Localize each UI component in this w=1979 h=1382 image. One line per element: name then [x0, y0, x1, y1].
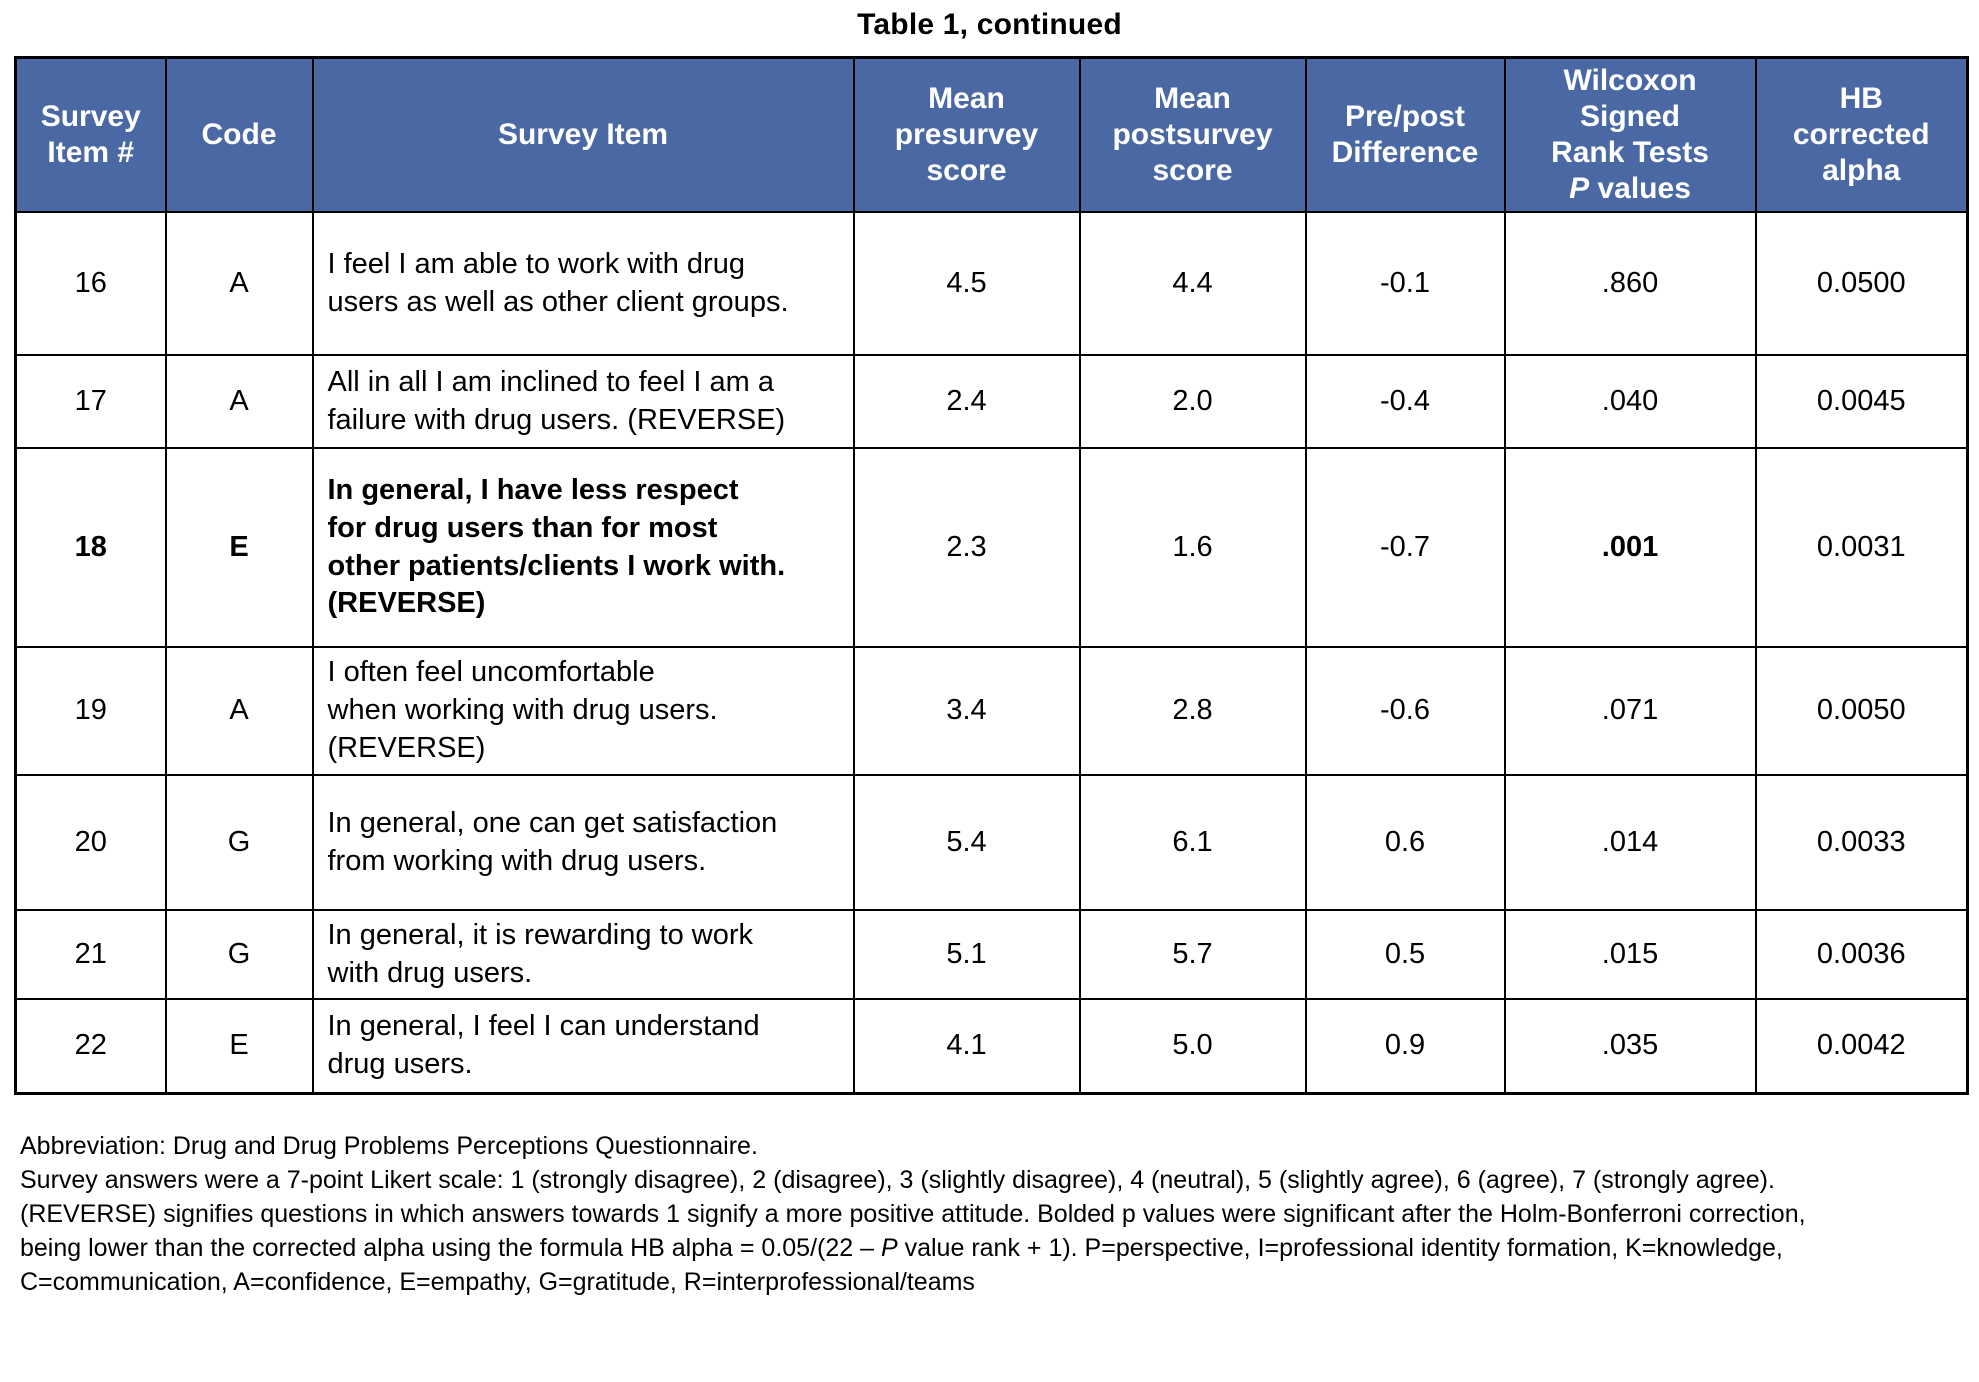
footnotes: Abbreviation: Drug and Drug Problems Per… — [20, 1129, 1979, 1299]
cell-pre-score: 2.3 — [852, 447, 1081, 648]
table-row: 18 E In general, I have less respect for d… — [14, 447, 1969, 648]
table-row: 17 A All in all I am inclined to feel I am… — [14, 354, 1969, 449]
cell-p-value: .014 — [1503, 774, 1757, 911]
text-segment: Abbreviation: Drug and Drug Problems Per… — [20, 1131, 758, 1160]
cell-hb-alpha: 0.0500 — [1754, 211, 1969, 356]
table-header-row: Survey Item # Code Survey Item Mean pres… — [14, 56, 1969, 213]
header-code: Code — [164, 56, 314, 213]
cell-p-value: .015 — [1503, 908, 1757, 1001]
cell-item-number: 19 — [14, 646, 167, 776]
text-segment: Survey Item # — [40, 100, 141, 169]
page-title: Table 1, continued — [857, 8, 1122, 41]
text-segment: P — [1569, 172, 1590, 205]
text-segment: Code — [201, 118, 277, 151]
cell-hb-alpha: 0.0042 — [1754, 998, 1969, 1095]
cell-hb-alpha: 0.0050 — [1754, 646, 1969, 776]
cell-p-value: .040 — [1503, 354, 1757, 449]
cell-difference: 0.9 — [1304, 998, 1506, 1095]
cell-item-number: 20 — [14, 774, 167, 911]
cell-difference: -0.1 — [1304, 211, 1506, 356]
cell-item-number: 18 — [14, 447, 167, 648]
cell-survey-item: All in all I am inclined to feel I am a … — [311, 354, 855, 449]
cell-hb-alpha: 0.0033 — [1754, 774, 1969, 911]
footnote-line: C=communication, A=confidence, E=empathy… — [20, 1265, 1979, 1299]
survey-results-table: Survey Item # Code Survey Item Mean pres… — [14, 56, 1969, 1095]
text-segment: P — [880, 1233, 898, 1262]
footnote-line: (REVERSE) signifies questions in which a… — [20, 1197, 1979, 1231]
cell-survey-item: In general, one can get satisfaction fro… — [311, 774, 855, 911]
cell-p-value: .071 — [1503, 646, 1757, 776]
cell-post-score: 2.0 — [1078, 354, 1307, 449]
cell-hb-alpha: 0.0045 — [1754, 354, 1969, 449]
cell-difference: -0.6 — [1304, 646, 1506, 776]
text-segment: value rank + 1). P=perspective, I=profes… — [897, 1233, 1783, 1262]
text-segment: Wilcoxon Signed Rank Tests — [1551, 64, 1709, 169]
cell-code: A — [164, 211, 314, 356]
table-row: 20 G In general, one can get satisfaction … — [14, 774, 1969, 911]
cell-pre-score: 3.4 — [852, 646, 1081, 776]
text-segment: Pre/post Difference — [1331, 100, 1479, 169]
cell-pre-score: 2.4 — [852, 354, 1081, 449]
cell-code: G — [164, 774, 314, 911]
header-survey-item-number: Survey Item # — [14, 56, 167, 213]
cell-p-value: .860 — [1503, 211, 1757, 356]
cell-item-number: 17 — [14, 354, 167, 449]
cell-item-number: 16 — [14, 211, 167, 356]
cell-hb-alpha: 0.0036 — [1754, 908, 1969, 1001]
cell-pre-score: 4.1 — [852, 998, 1081, 1095]
table-row: 22 E In general, I feel I can understand d… — [14, 998, 1969, 1095]
cell-difference: -0.7 — [1304, 447, 1506, 648]
header-mean-postsurvey: Mean postsurvey score — [1078, 56, 1307, 213]
cell-difference: -0.4 — [1304, 354, 1506, 449]
text-segment: Survey Item — [497, 118, 669, 151]
header-pre-post-difference: Pre/post Difference — [1304, 56, 1506, 213]
cell-survey-item: I feel I am able to work with drug users… — [311, 211, 855, 356]
table-body: 16 A I feel I am able to work with drug us… — [14, 211, 1969, 1095]
text-segment: C=communication, A=confidence, E=empathy… — [20, 1267, 975, 1296]
footnote-line: Survey answers were a 7-point Likert sca… — [20, 1163, 1979, 1197]
footnote-line: being lower than the corrected alpha usi… — [20, 1231, 1979, 1265]
table-row: 16 A I feel I am able to work with drug us… — [14, 211, 1969, 356]
table-row: 21 G In general, it is rewarding to work w… — [14, 908, 1969, 1001]
cell-survey-item: In general, it is rewarding to work with… — [311, 908, 855, 1001]
cell-code: A — [164, 354, 314, 449]
text-segment: Mean presurvey score — [894, 82, 1039, 187]
header-wilcoxon-p-values: Wilcoxon Signed Rank Tests P values — [1503, 56, 1757, 213]
cell-post-score: 2.8 — [1078, 646, 1307, 776]
cell-post-score: 5.7 — [1078, 908, 1307, 1001]
header-mean-presurvey: Mean presurvey score — [852, 56, 1081, 213]
cell-item-number: 22 — [14, 998, 167, 1095]
cell-post-score: 4.4 — [1078, 211, 1307, 356]
text-segment: HB corrected alpha — [1792, 82, 1930, 187]
cell-code: A — [164, 646, 314, 776]
cell-survey-item: I often feel uncomfortable when working … — [311, 646, 855, 776]
cell-post-score: 1.6 — [1078, 447, 1307, 648]
cell-survey-item: In general, I have less respect for drug… — [311, 447, 855, 648]
header-survey-item: Survey Item — [311, 56, 855, 213]
cell-difference: 0.6 — [1304, 774, 1506, 911]
footnote-line: Abbreviation: Drug and Drug Problems Per… — [20, 1129, 1979, 1163]
text-segment: being lower than the corrected alpha usi… — [20, 1233, 881, 1262]
cell-post-score: 5.0 — [1078, 998, 1307, 1095]
text-segment: Mean postsurvey score — [1112, 82, 1273, 187]
cell-code: E — [164, 998, 314, 1095]
cell-item-number: 21 — [14, 908, 167, 1001]
cell-pre-score: 5.4 — [852, 774, 1081, 911]
cell-code: E — [164, 447, 314, 648]
header-hb-corrected-alpha: HB corrected alpha — [1754, 56, 1969, 213]
cell-difference: 0.5 — [1304, 908, 1506, 1001]
cell-pre-score: 4.5 — [852, 211, 1081, 356]
cell-p-value: .001 — [1503, 447, 1757, 648]
cell-survey-item: In general, I feel I can understand drug… — [311, 998, 855, 1095]
cell-p-value: .035 — [1503, 998, 1757, 1095]
text-segment: values — [1589, 172, 1691, 205]
cell-hb-alpha: 0.0031 — [1754, 447, 1969, 648]
cell-pre-score: 5.1 — [852, 908, 1081, 1001]
text-segment: Survey answers were a 7-point Likert sca… — [20, 1165, 1775, 1194]
cell-code: G — [164, 908, 314, 1001]
table-row: 19 A I often feel uncomfortable when worki… — [14, 646, 1969, 776]
cell-post-score: 6.1 — [1078, 774, 1307, 911]
text-segment: (REVERSE) signifies questions in which a… — [20, 1199, 1806, 1228]
